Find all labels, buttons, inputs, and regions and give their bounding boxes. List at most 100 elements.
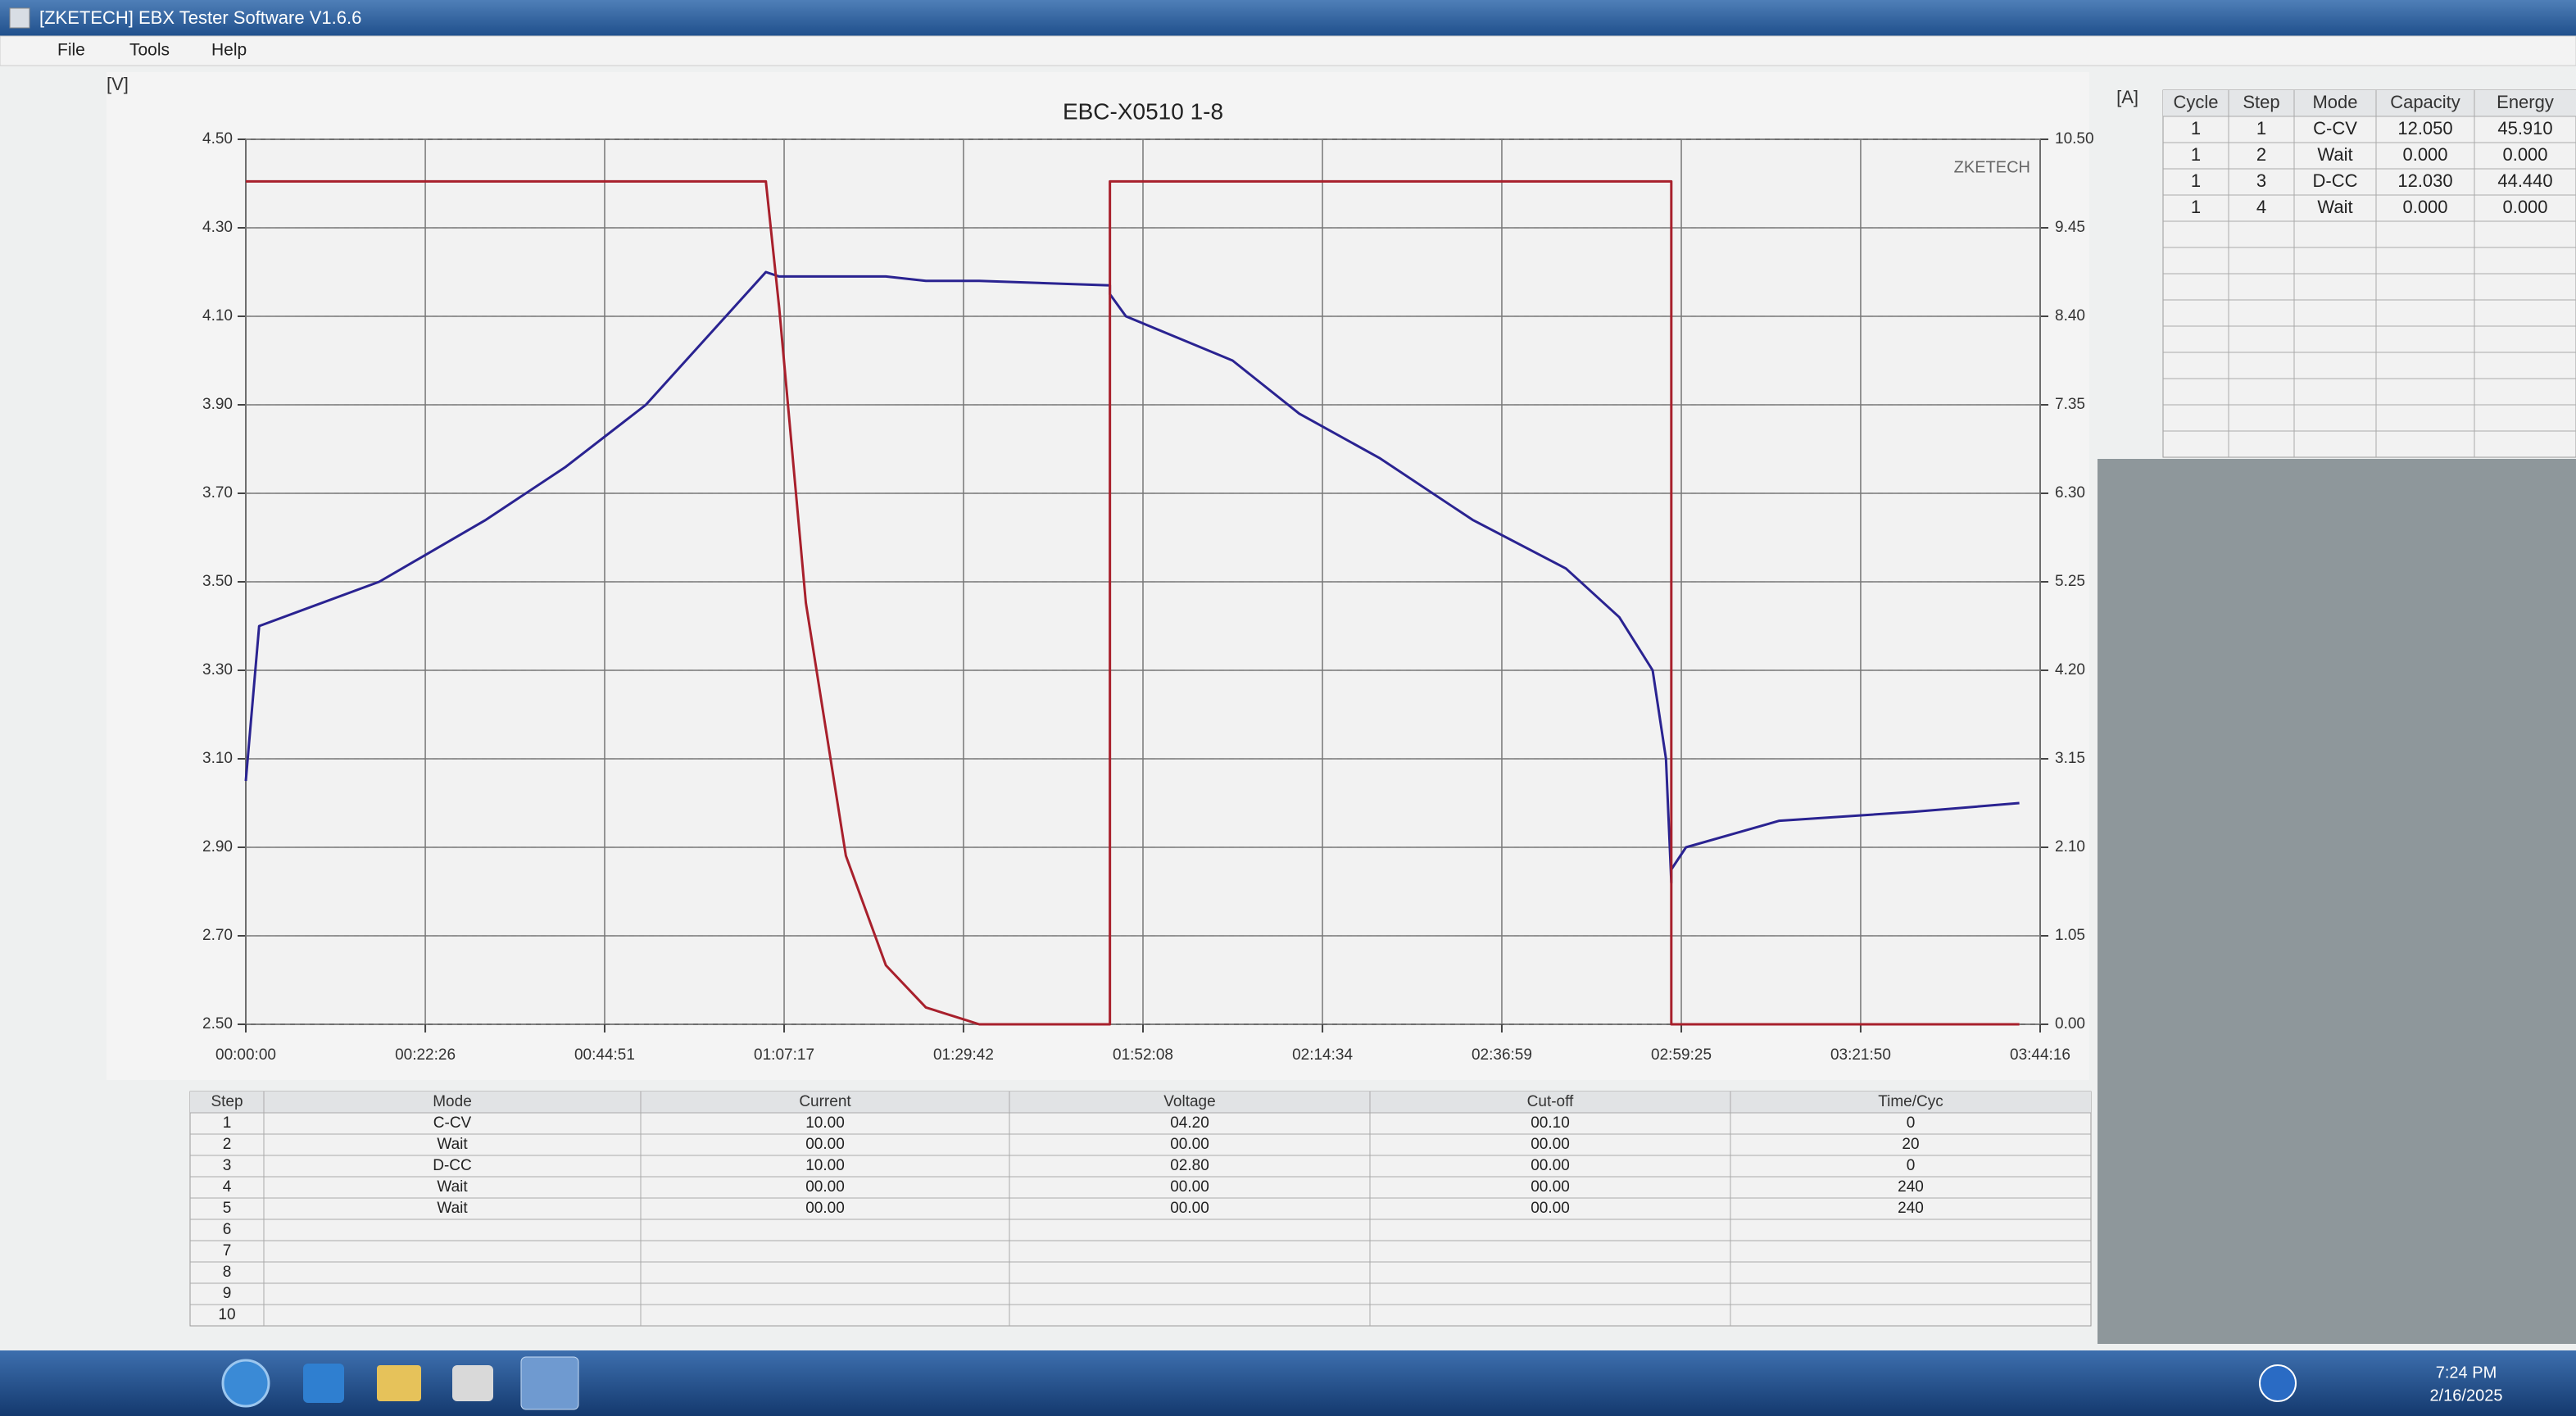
y2-tick-label: 8.40 <box>2055 307 2085 324</box>
chart-title: EBC-X0510 1-8 <box>1063 98 1223 124</box>
table-cell: 1 <box>2256 118 2266 138</box>
table-cell: 44.440 <box>2497 170 2552 191</box>
y-tick-label: 3.90 <box>202 396 233 413</box>
y2-tick-label: 10.50 <box>2055 130 2094 148</box>
table-header-cell: Mode <box>433 1093 472 1110</box>
start-button[interactable] <box>221 1359 270 1408</box>
table-cell: 00.00 <box>1170 1200 1209 1217</box>
y-tick-label: 3.30 <box>202 661 233 678</box>
help-icon[interactable] <box>2259 1364 2297 1402</box>
table-cell: 3 <box>223 1157 232 1174</box>
table-cell: 2 <box>2256 144 2266 165</box>
x-tick-label: 01:07:17 <box>754 1046 814 1064</box>
y-axis-unit: [V] <box>107 74 129 94</box>
menu-item[interactable]: File <box>57 41 85 60</box>
table-cell: 12.050 <box>2397 118 2452 138</box>
table-cell: 8 <box>223 1264 232 1281</box>
media-icon[interactable] <box>452 1365 493 1401</box>
table-cell: Wait <box>437 1136 468 1153</box>
table-cell: 1 <box>2191 197 2201 217</box>
y-tick-label: 2.70 <box>202 927 233 944</box>
table-cell: 00.00 <box>1531 1157 1570 1174</box>
table-header-cell: Time/Cyc <box>1878 1093 1943 1110</box>
y2-tick-label: 6.30 <box>2055 484 2085 502</box>
table-cell: 0.000 <box>2402 197 2447 217</box>
menu-bar <box>0 35 2576 66</box>
y2-tick-label: 5.25 <box>2055 573 2085 590</box>
table-cell: 00.00 <box>1531 1136 1570 1153</box>
app-taskbar-icon[interactable] <box>520 1356 579 1410</box>
y-tick-label: 4.30 <box>202 219 233 236</box>
table-cell: 45.910 <box>2497 118 2552 138</box>
x-tick-label: 02:14:34 <box>1292 1046 1353 1064</box>
y2-tick-label: 2.10 <box>2055 838 2085 856</box>
x-tick-label: 02:59:25 <box>1651 1046 1712 1064</box>
watermark: ZKETECH <box>1954 158 2030 176</box>
table-header-cell: Energy <box>2497 92 2554 112</box>
table-cell: Wait <box>2317 197 2352 217</box>
table-cell: 20 <box>1902 1136 1919 1153</box>
menu: File Tools Help <box>57 41 247 60</box>
y-tick-label: 3.50 <box>202 573 233 590</box>
table-cell: 1 <box>2191 118 2201 138</box>
y2-tick-label: 0.00 <box>2055 1015 2085 1032</box>
table-cell: 1 <box>223 1114 232 1132</box>
table-cell: 0 <box>1907 1114 1916 1132</box>
clock-date: 2/16/2025 <box>2430 1386 2503 1405</box>
table-cell: 00.00 <box>1531 1200 1570 1217</box>
x-tick-label: 00:44:51 <box>574 1046 635 1064</box>
x-tick-label: 02:36:59 <box>1472 1046 1532 1064</box>
table-cell: 00.00 <box>805 1136 845 1153</box>
taskbar <box>0 1350 2576 1416</box>
table-cell: 00.00 <box>1531 1178 1570 1196</box>
y2-axis-unit: [A] <box>2116 87 2138 107</box>
table-cell: C-CV <box>2313 118 2357 138</box>
table-cell: 1 <box>2191 144 2201 165</box>
table-cell: 5 <box>223 1200 232 1217</box>
table-header-cell: Voltage <box>1163 1093 1215 1110</box>
table-cell: C-CV <box>433 1114 472 1132</box>
table-cell: Wait <box>437 1200 468 1217</box>
browser-icon[interactable] <box>303 1364 344 1403</box>
menu-item[interactable]: Tools <box>129 41 170 60</box>
x-tick-label: 01:29:42 <box>933 1046 994 1064</box>
app-icon <box>9 7 30 29</box>
table-cell: 1 <box>2191 170 2201 191</box>
table-cell: 00.00 <box>1170 1178 1209 1196</box>
table-cell: 04.20 <box>1170 1114 1209 1132</box>
table-header-cell: Step <box>2243 92 2279 112</box>
table-header-cell: Cut-off <box>1527 1093 1574 1110</box>
y-tick-label: 2.90 <box>202 838 233 856</box>
table-cell: 9 <box>223 1285 232 1302</box>
table-header-cell: Cycle <box>2173 92 2218 112</box>
table-cell: 00.00 <box>805 1200 845 1217</box>
table-header-background <box>190 1092 2091 1113</box>
table-cell: 10.00 <box>805 1114 845 1132</box>
x-tick-label: 03:44:16 <box>2010 1046 2070 1064</box>
table-background <box>189 1091 2092 1327</box>
table-cell: 0.000 <box>2502 144 2547 165</box>
y-tick-label: 3.10 <box>202 750 233 767</box>
table-cell: D-CC <box>433 1157 472 1174</box>
table-cell: 2 <box>223 1136 232 1153</box>
y-tick-label: 4.50 <box>202 130 233 148</box>
table-cell: 10 <box>218 1306 235 1323</box>
table-cell: 00.00 <box>1170 1136 1209 1153</box>
table-cell: 12.030 <box>2397 170 2452 191</box>
table-cell: 00.00 <box>805 1178 845 1196</box>
table-cell: 4 <box>2256 197 2266 217</box>
side-panel <box>2098 459 2576 1344</box>
y-tick-label: 3.70 <box>202 484 233 502</box>
table-cell: D-CC <box>2313 170 2358 191</box>
table-cell: 0 <box>1907 1157 1916 1174</box>
table-cell: 0.000 <box>2402 144 2447 165</box>
clock-time: 7:24 PM <box>2436 1364 2497 1382</box>
table-cell: Wait <box>2317 144 2352 165</box>
window-title: [ZKETECH] EBX Tester Software V1.6.6 <box>39 7 361 28</box>
folder-icon[interactable] <box>377 1365 421 1401</box>
menu-item[interactable]: Help <box>211 41 247 60</box>
table-header-cell: Mode <box>2312 92 2357 112</box>
table-cell: 0.000 <box>2502 197 2547 217</box>
